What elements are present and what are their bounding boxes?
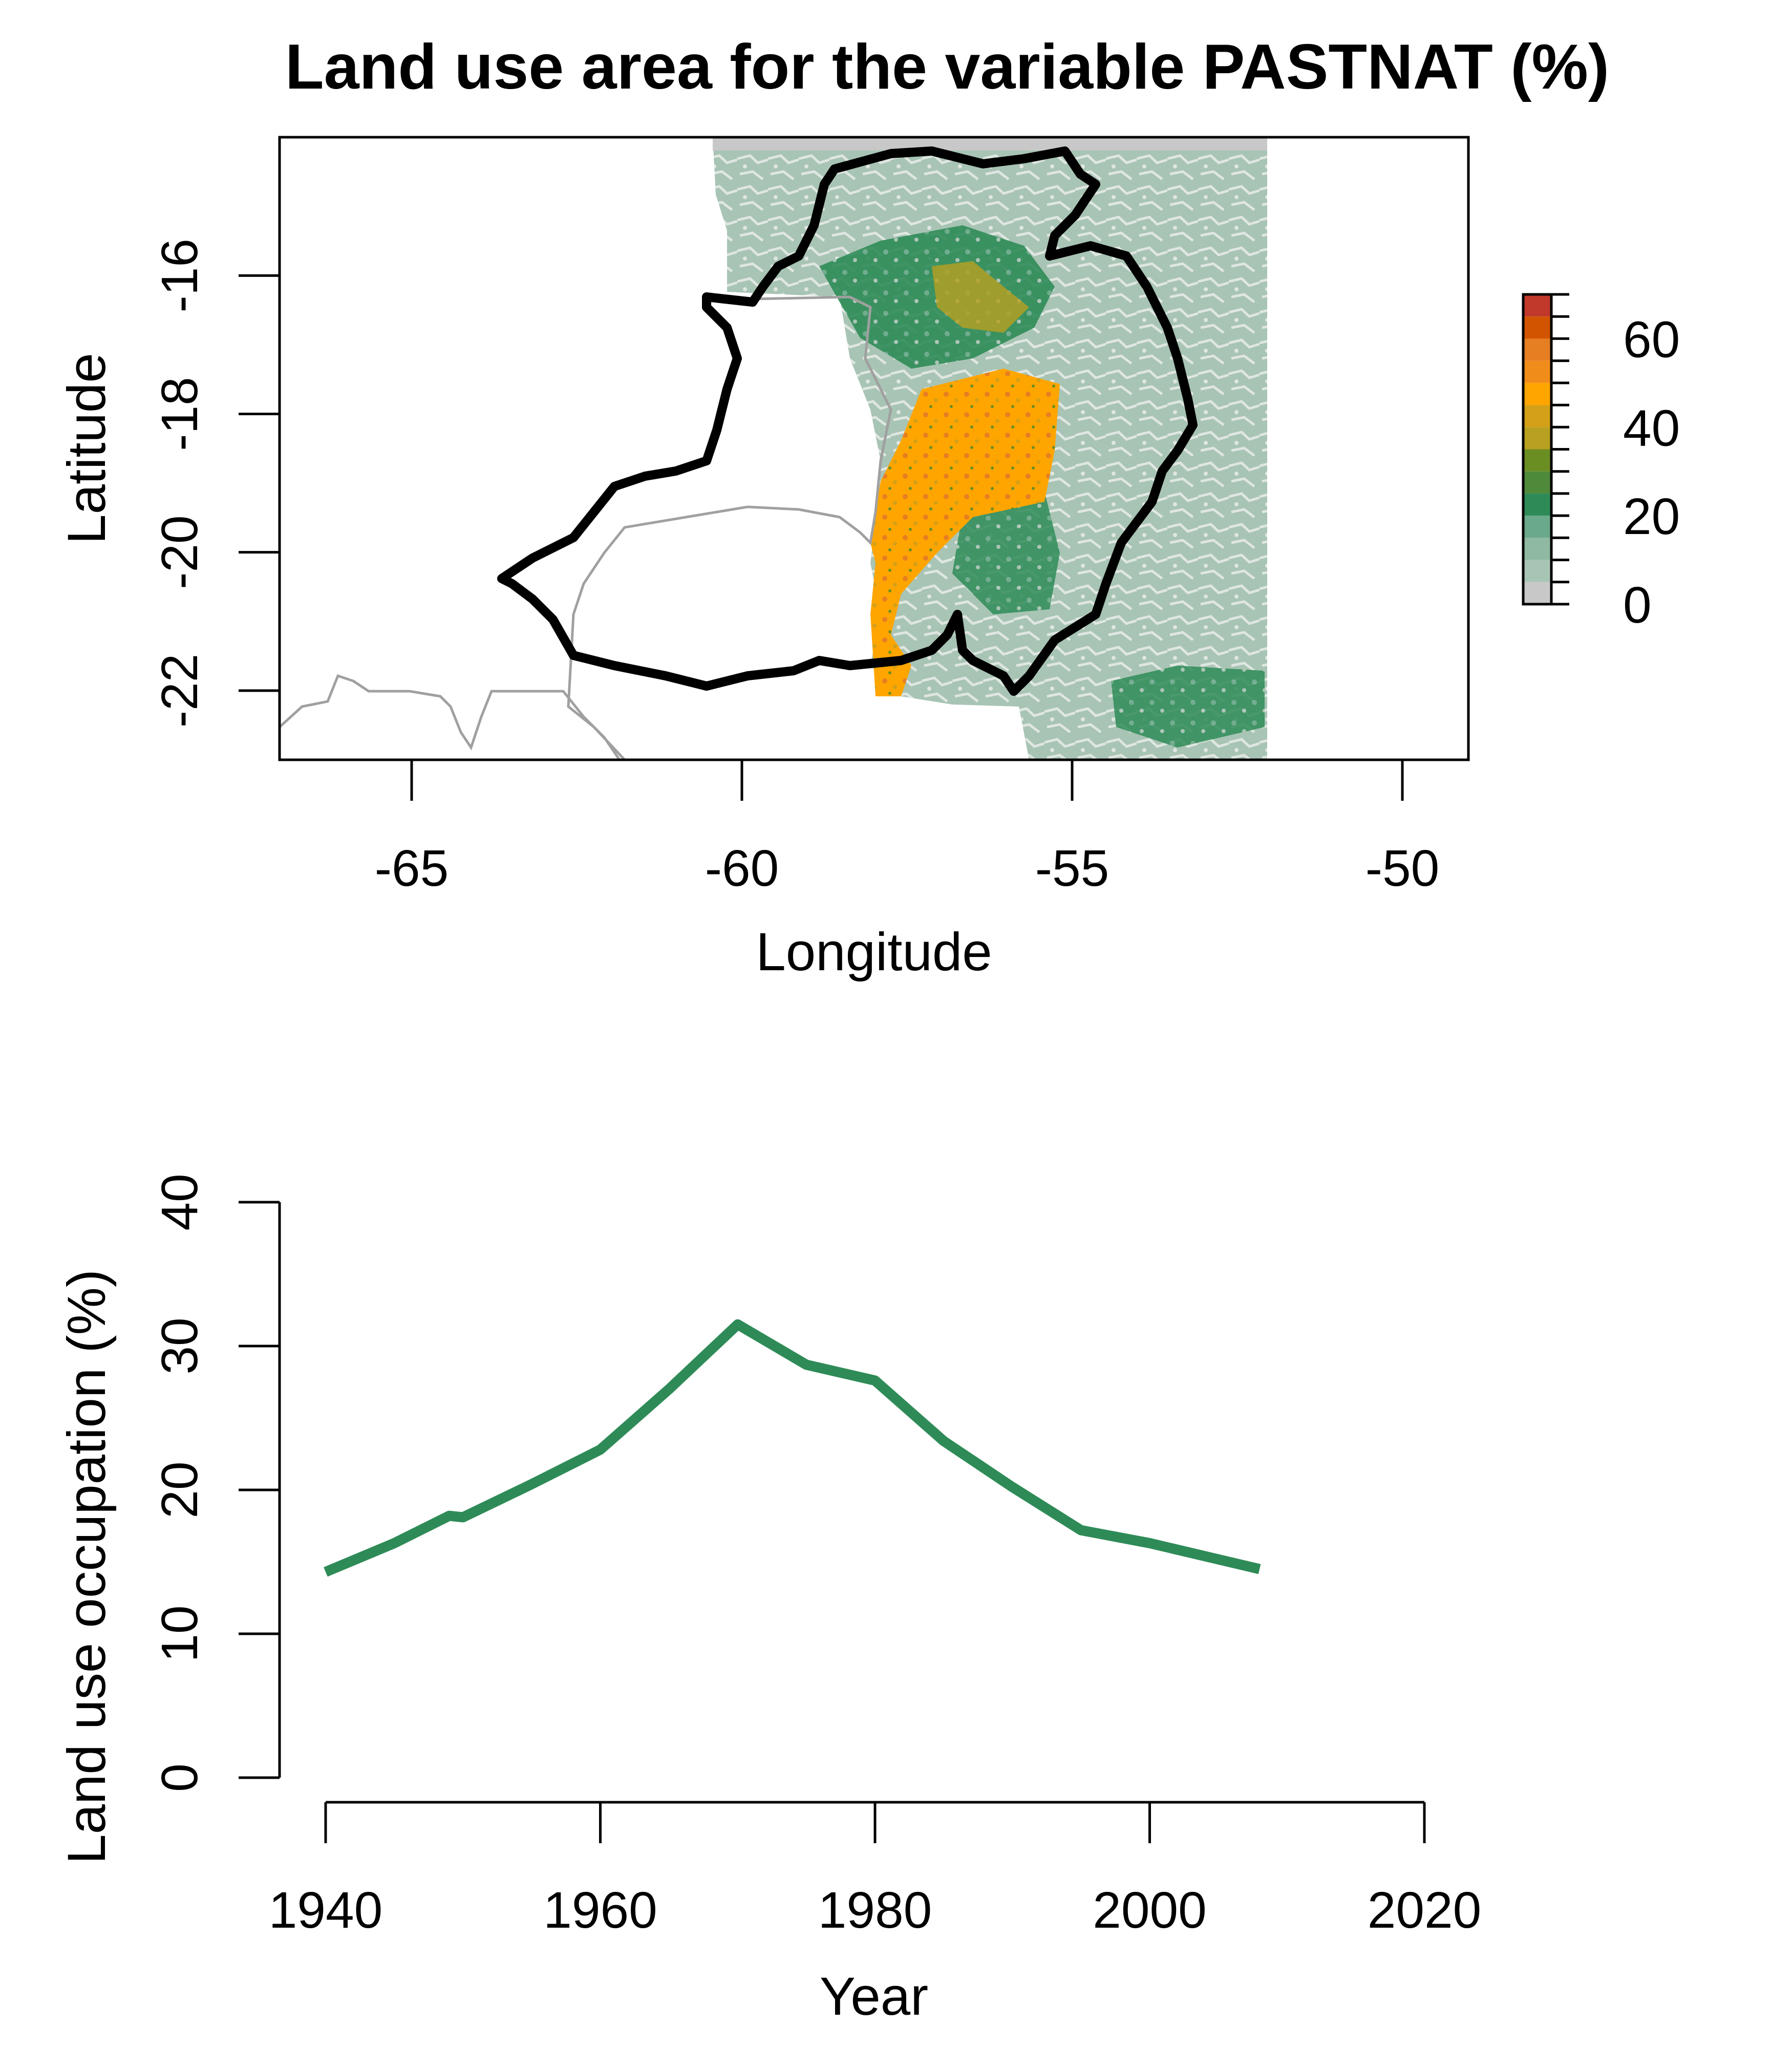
legend-tick-label: 20 bbox=[1623, 488, 1680, 545]
country-border-south bbox=[280, 674, 621, 760]
legend-swatch bbox=[1523, 538, 1551, 560]
raster-patch-green-mid bbox=[952, 492, 1060, 614]
line-axes: 0 10 20 30 40 1940 1960 1980 2000 2020 bbox=[151, 1174, 1481, 1939]
line-x-tick-label: 2000 bbox=[1093, 1882, 1206, 1939]
map-axes: -65 -60 -55 -50 -16 -18 -20 -22 bbox=[151, 239, 1439, 897]
legend-swatch bbox=[1523, 560, 1551, 582]
map-y-tick-label: -16 bbox=[151, 239, 208, 313]
legend-swatch bbox=[1523, 471, 1551, 494]
map-y-tick-label: -20 bbox=[151, 515, 208, 589]
line-y-tick-label: 40 bbox=[151, 1174, 208, 1230]
legend-swatch bbox=[1523, 294, 1551, 317]
map-x-tick-label: -60 bbox=[705, 840, 779, 897]
map-x-axis-label: Longitude bbox=[756, 922, 992, 982]
raster-patch-olive bbox=[932, 261, 1029, 333]
raster-patch-green-southeast bbox=[1111, 666, 1265, 748]
map-panel: -65 -60 -55 -50 -16 -18 -20 -22 Longitude Latit… bbox=[57, 136, 1680, 982]
legend-swatch bbox=[1523, 516, 1551, 538]
line-x-tick-label: 1980 bbox=[818, 1882, 932, 1939]
legend-swatch bbox=[1523, 427, 1551, 450]
map-y-tick-label: -22 bbox=[151, 654, 208, 728]
line-y-tick-label: 20 bbox=[151, 1461, 208, 1518]
map-frame bbox=[278, 136, 1470, 761]
line-x-tick-label: 1960 bbox=[543, 1882, 657, 1939]
map-x-tick-label: -55 bbox=[1035, 840, 1110, 897]
map-raster bbox=[280, 137, 1267, 760]
legend-tick-label: 60 bbox=[1623, 311, 1680, 368]
line-x-tick-label: 1940 bbox=[269, 1882, 382, 1939]
basin-outline bbox=[497, 146, 1198, 696]
raster-patch-orange bbox=[870, 369, 1060, 696]
legend-tick-label: 40 bbox=[1623, 399, 1680, 457]
legend-swatch bbox=[1523, 493, 1551, 516]
legend-swatch bbox=[1523, 405, 1551, 428]
map-x-tick-label: -50 bbox=[1366, 840, 1440, 897]
line-y-axis-label: Land use occupation (%) bbox=[57, 1269, 117, 1864]
legend-swatch bbox=[1523, 338, 1551, 361]
map-y-tick-label: -18 bbox=[151, 377, 208, 451]
line-y-tick-label: 10 bbox=[151, 1605, 208, 1662]
line-x-axis-label: Year bbox=[820, 1967, 928, 2026]
series-line bbox=[324, 1319, 1261, 1577]
color-legend: 0 20 40 60 bbox=[1522, 293, 1680, 634]
legend-swatch bbox=[1523, 382, 1551, 406]
line-y-tick-label: 30 bbox=[151, 1317, 208, 1374]
line-y-tick-label: 0 bbox=[151, 1763, 208, 1792]
legend-swatch bbox=[1523, 449, 1551, 472]
page-title: Land use area for the variable PASTNAT (… bbox=[285, 32, 1610, 102]
legend-tick-label: 0 bbox=[1623, 577, 1652, 634]
legend-swatch bbox=[1523, 582, 1551, 604]
line-x-tick-label: 2020 bbox=[1368, 1882, 1481, 1939]
legend-swatch bbox=[1523, 316, 1551, 339]
line-chart-panel: 0 10 20 30 40 1940 1960 1980 2000 2020 Year Land … bbox=[57, 1174, 1481, 2026]
map-x-tick-label: -65 bbox=[375, 840, 449, 897]
raster-na-strip bbox=[713, 137, 1267, 151]
legend-swatch bbox=[1523, 360, 1551, 383]
map-y-axis-label: Latitude bbox=[57, 353, 117, 544]
country-border bbox=[567, 295, 892, 760]
